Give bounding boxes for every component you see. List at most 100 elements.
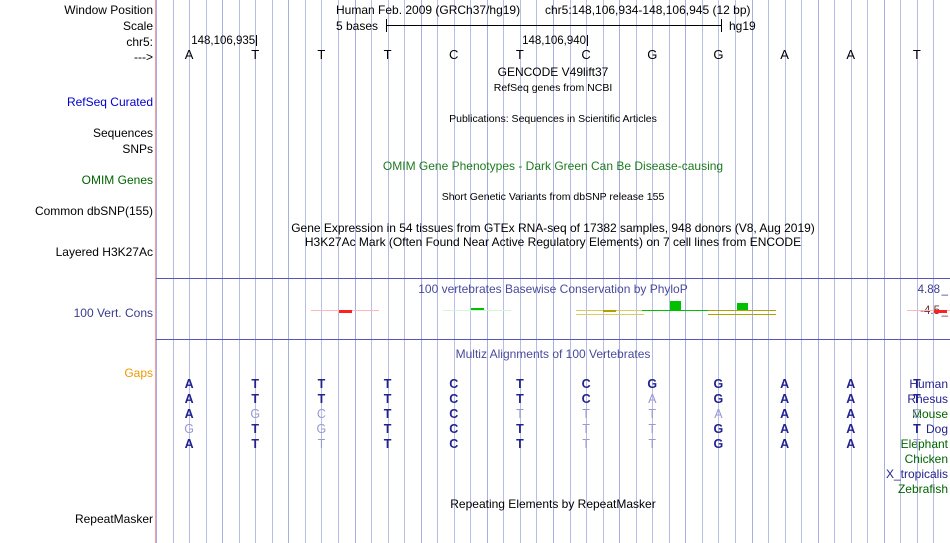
track-label-repeatmasker[interactable]: RepeatMasker: [74, 512, 153, 526]
assembly-text: Human Feb. 2009 (GRCh37/hg19): [336, 3, 521, 17]
alignment-base: A: [780, 422, 790, 436]
alignment-base: G: [184, 422, 194, 436]
alignment-base: C: [316, 407, 326, 421]
alignment-base: C: [449, 392, 459, 406]
alignment-base: T: [516, 437, 524, 451]
label-column-divider: [155, 0, 156, 543]
ruler-base: A: [184, 47, 194, 62]
ruler-base: A: [780, 47, 789, 62]
conservation-arrow-hair: [708, 314, 777, 315]
center-text-repeatmasker: Repeating Elements by RepeatMasker: [450, 497, 656, 511]
alignment-base: G: [250, 407, 261, 421]
track-label-refseq-curated[interactable]: RefSeq Curated: [66, 95, 153, 109]
conservation-bar: [934, 310, 948, 313]
conservation-track-plot[interactable]: [156, 278, 950, 340]
alignment-base: T: [251, 392, 260, 406]
alignment-base: T: [317, 377, 326, 391]
track-label-100-vert-cons[interactable]: 100 Vert. Cons: [73, 306, 153, 320]
track-label-omim-genes[interactable]: OMIM Genes: [81, 173, 153, 187]
alignment-base: T: [251, 437, 260, 451]
conservation-arrow-hair: [575, 314, 644, 315]
alignment-base: T: [516, 377, 524, 391]
alignment-base: T: [913, 437, 921, 451]
scale-label: Scale: [122, 19, 153, 33]
alignment-base: A: [184, 377, 194, 391]
track-label-sequences[interactable]: Sequences: [92, 126, 153, 140]
alignment-base: C: [581, 392, 591, 406]
coordinate-label: 148,106,940: [522, 35, 589, 47]
species-label-mouse[interactable]: Mouse: [911, 407, 948, 421]
conservation-baseline-hair: [641, 310, 710, 311]
coordinate-label: 148,106,935: [191, 35, 258, 47]
alignment-base: T: [582, 422, 590, 436]
center-text-omim: OMIM Gene Phenotypes - Dark Green Can Be…: [382, 159, 724, 173]
conservation-baseline-hair: [443, 310, 512, 311]
center-text-multiz: Multiz Alignments of 100 Vertebrates: [455, 347, 651, 361]
center-text-phylop: 100 vertebrates Basewise Conservation by…: [418, 282, 688, 296]
db-text: hg19: [729, 19, 756, 33]
ruler-base: T: [912, 47, 921, 62]
center-text-dbsnp: Short Genetic Variants from dbSNP releas…: [441, 191, 665, 203]
alignment-base: T: [648, 422, 657, 436]
alignment-base: T: [251, 377, 260, 391]
chrom-label: chr5:: [126, 35, 153, 49]
species-label-x_tropicalis[interactable]: X_tropicalis: [885, 467, 948, 481]
conservation-bar: [736, 303, 748, 310]
alignment-base: T: [913, 377, 921, 391]
alignment-base: T: [383, 377, 392, 391]
alignment-base: T: [516, 422, 524, 436]
track-label-common-dbsnp[interactable]: Common dbSNP(155): [34, 204, 153, 218]
alignment-base: A: [780, 407, 790, 421]
alignment-base: A: [846, 407, 856, 421]
species-label-elephant[interactable]: Elephant: [900, 437, 948, 451]
scale-bar-tick-left: [386, 19, 387, 32]
center-text-gencode: GENCODE V49lift37: [497, 65, 609, 79]
alignment-base: T: [516, 407, 524, 421]
alignment-base: T: [516, 392, 524, 406]
alignment-base: T: [383, 392, 392, 406]
strand-label: --->: [134, 50, 153, 64]
alignment-base: G: [713, 437, 724, 451]
species-label-zebrafish[interactable]: Zebrafish: [897, 482, 948, 496]
scale-text: 5 bases: [336, 19, 379, 33]
alignment-base: G: [713, 392, 724, 406]
conservation-bar: [470, 308, 484, 310]
ruler-base: G: [647, 47, 658, 62]
alignment-base: T: [648, 437, 657, 451]
track-label-gaps[interactable]: Gaps: [124, 366, 153, 380]
alignment-base: A: [780, 392, 790, 406]
ruler-base: T: [317, 47, 326, 62]
scale-bar: [386, 19, 722, 32]
scale-bar-line: [386, 25, 722, 26]
alignment-base: T: [383, 437, 392, 451]
alignment-base: G: [713, 377, 724, 391]
alignment-base: A: [184, 437, 194, 451]
alignment-base: C: [912, 407, 922, 421]
species-label-chicken[interactable]: Chicken: [904, 452, 948, 466]
alignment-base: A: [184, 392, 194, 406]
alignment-base: G: [713, 422, 724, 436]
alignment-base: C: [581, 377, 591, 391]
alignment-base: T: [383, 407, 392, 421]
ruler-base: T: [251, 47, 260, 62]
alignment-base: T: [383, 422, 392, 436]
track-label-layered-h3k27ac[interactable]: Layered H3K27Ac: [55, 245, 153, 259]
track-label-snps[interactable]: SNPs: [122, 142, 153, 156]
alignment-base: T: [913, 422, 921, 436]
coordinate-tick-mark: [256, 35, 258, 46]
species-label-human[interactable]: Human: [909, 377, 948, 391]
species-label-rhesus[interactable]: Rhesus: [907, 392, 948, 406]
alignment-base: A: [780, 437, 790, 451]
center-text-h3k27ac: H3K27Ac Mark (Often Found Near Active Re…: [304, 235, 802, 249]
ruler-base: C: [449, 47, 459, 62]
center-text-refseq-ncbi: RefSeq genes from NCBI: [493, 82, 613, 94]
ruler-base: A: [846, 47, 856, 62]
cons-axis-max-tick: _: [941, 284, 948, 296]
alignment-base: A: [714, 407, 723, 421]
alignment-base: A: [184, 407, 194, 421]
species-label-dog[interactable]: Dog: [925, 422, 948, 436]
conservation-bar: [603, 310, 617, 312]
scale-bar-tick-right: [721, 19, 722, 32]
alignment-base: A: [846, 422, 856, 436]
